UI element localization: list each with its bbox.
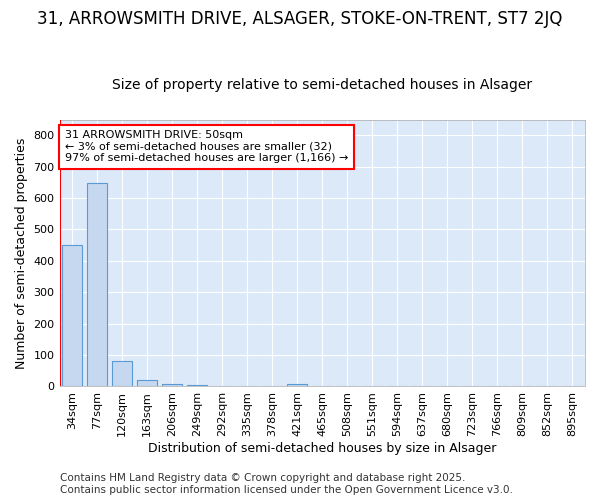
Bar [187,384,207,386]
Bar [62,245,82,386]
Bar [137,380,157,386]
Text: 31 ARROWSMITH DRIVE: 50sqm
← 3% of semi-detached houses are smaller (32)
97% of : 31 ARROWSMITH DRIVE: 50sqm ← 3% of semi-… [65,130,348,164]
Text: Contains HM Land Registry data © Crown copyright and database right 2025.
Contai: Contains HM Land Registry data © Crown c… [60,474,513,495]
Y-axis label: Number of semi-detached properties: Number of semi-detached properties [15,138,28,368]
Text: 31, ARROWSMITH DRIVE, ALSAGER, STOKE-ON-TRENT, ST7 2JQ: 31, ARROWSMITH DRIVE, ALSAGER, STOKE-ON-… [37,10,563,28]
Bar [87,183,107,386]
Bar [162,384,182,386]
Bar [287,384,307,386]
Bar [112,362,132,386]
X-axis label: Distribution of semi-detached houses by size in Alsager: Distribution of semi-detached houses by … [148,442,496,455]
Title: Size of property relative to semi-detached houses in Alsager: Size of property relative to semi-detach… [112,78,532,92]
